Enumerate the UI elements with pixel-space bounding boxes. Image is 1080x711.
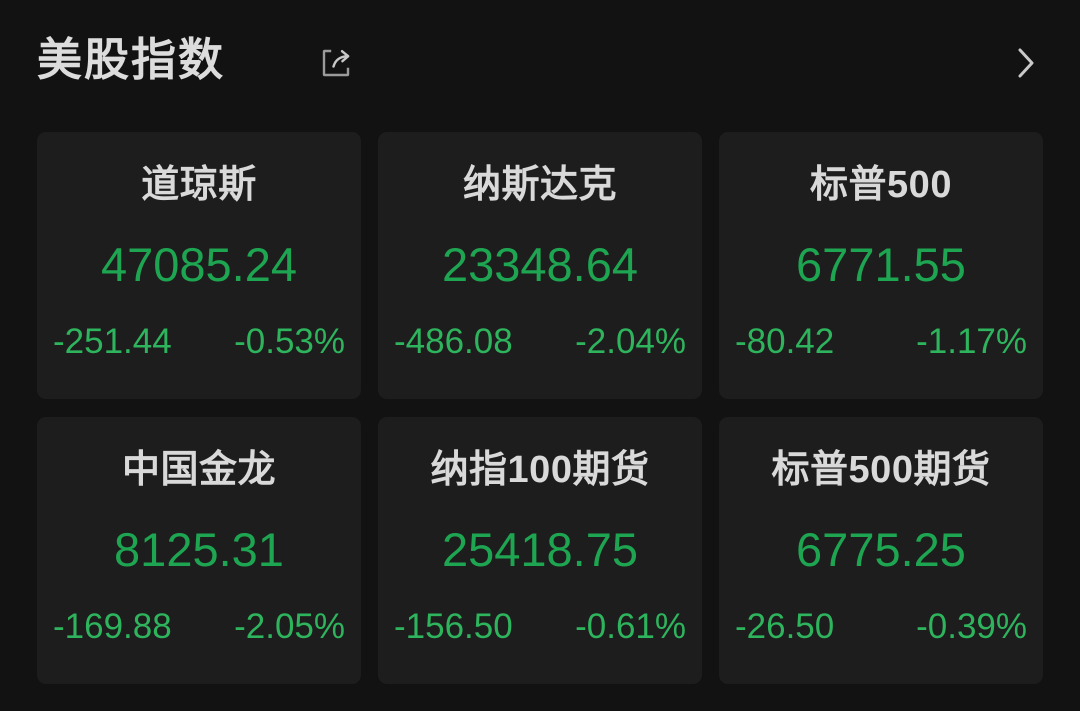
index-percent: -1.17% xyxy=(916,322,1027,361)
index-change: -486.08 xyxy=(394,322,513,361)
index-delta-row: -169.88 -2.05% xyxy=(51,605,347,649)
index-value: 47085.24 xyxy=(100,238,298,291)
index-card-nasdaq100-futures[interactable]: 纳指100期货 25418.75 -156.50 -0.61% xyxy=(378,417,702,684)
index-card-china-golden-dragon[interactable]: 中国金龙 8125.31 -169.88 -2.05% xyxy=(37,417,361,684)
index-change: -80.42 xyxy=(735,322,835,361)
index-name: 道琼斯 xyxy=(141,164,257,206)
next-page-button[interactable] xyxy=(1004,42,1048,84)
index-value: 6775.25 xyxy=(796,523,966,576)
index-percent: -0.39% xyxy=(916,607,1027,646)
index-percent: -2.04% xyxy=(575,322,686,361)
index-name: 纳指100期货 xyxy=(430,449,650,491)
share-external-icon xyxy=(319,46,353,80)
index-delta-row: -486.08 -2.04% xyxy=(392,320,688,364)
index-name: 纳斯达克 xyxy=(462,164,617,206)
chevron-right-icon xyxy=(1013,45,1039,81)
index-value: 25418.75 xyxy=(441,523,639,576)
index-value: 23348.64 xyxy=(441,238,639,291)
index-value: 6771.55 xyxy=(796,238,966,291)
index-delta-row: -26.50 -0.39% xyxy=(733,605,1029,649)
index-delta-row: -80.42 -1.17% xyxy=(733,320,1029,364)
index-percent: -2.05% xyxy=(234,607,345,646)
index-name: 标普500期货 xyxy=(771,449,991,491)
index-card-sp500[interactable]: 标普500 6771.55 -80.42 -1.17% xyxy=(719,132,1043,399)
index-change: -156.50 xyxy=(394,607,513,646)
index-card-dow-jones[interactable]: 道琼斯 47085.24 -251.44 -0.53% xyxy=(37,132,361,399)
panel-header: 美股指数 xyxy=(0,0,1080,122)
index-name: 标普500 xyxy=(810,164,952,206)
index-change: -169.88 xyxy=(53,607,172,646)
index-percent: -0.61% xyxy=(575,607,686,646)
index-card-grid: 道琼斯 47085.24 -251.44 -0.53% 纳斯达克 23348.6… xyxy=(37,132,1043,684)
index-delta-row: -251.44 -0.53% xyxy=(51,320,347,364)
index-delta-row: -156.50 -0.61% xyxy=(392,605,688,649)
index-card-nasdaq[interactable]: 纳斯达克 23348.64 -486.08 -2.04% xyxy=(378,132,702,399)
share-button[interactable] xyxy=(315,42,357,84)
page-title: 美股指数 xyxy=(37,34,226,85)
index-name: 中国金龙 xyxy=(121,449,276,491)
index-value: 8125.31 xyxy=(114,523,284,576)
index-change: -251.44 xyxy=(53,322,172,361)
index-card-sp500-futures[interactable]: 标普500期货 6775.25 -26.50 -0.39% xyxy=(719,417,1043,684)
index-change: -26.50 xyxy=(735,607,835,646)
index-percent: -0.53% xyxy=(234,322,345,361)
